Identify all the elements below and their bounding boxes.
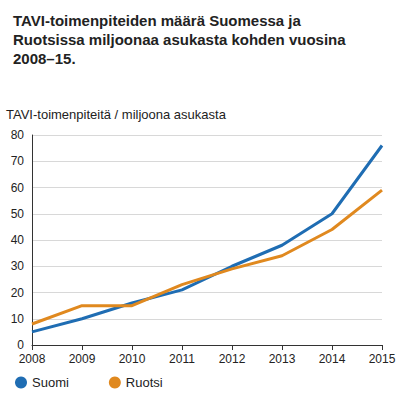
- svg-text:0: 0: [17, 338, 24, 352]
- svg-text:70: 70: [11, 154, 25, 168]
- svg-text:2011: 2011: [169, 352, 195, 366]
- svg-text:TAVI-toimenpiteiden määrä Suom: TAVI-toimenpiteiden määrä Suomessa ja: [13, 12, 305, 29]
- svg-text:10: 10: [11, 312, 25, 326]
- svg-text:60: 60: [11, 181, 25, 195]
- svg-text:30: 30: [11, 259, 25, 273]
- svg-text:2014: 2014: [319, 352, 346, 366]
- svg-text:2013: 2013: [269, 352, 296, 366]
- svg-text:Ruotsissa miljoonaa asukasta k: Ruotsissa miljoonaa asukasta kohden vuos…: [13, 31, 350, 48]
- svg-text:2015: 2015: [369, 352, 396, 366]
- svg-text:20: 20: [11, 286, 25, 300]
- svg-text:40: 40: [11, 233, 25, 247]
- svg-text:50: 50: [11, 207, 25, 221]
- svg-text:80: 80: [11, 128, 25, 142]
- svg-text:2008–15.: 2008–15.: [13, 50, 76, 67]
- svg-text:2009: 2009: [69, 352, 96, 366]
- svg-text:Ruotsi: Ruotsi: [126, 375, 163, 390]
- svg-text:Suomi: Suomi: [32, 375, 69, 390]
- svg-text:2008: 2008: [19, 352, 46, 366]
- svg-text:2012: 2012: [219, 352, 246, 366]
- svg-text:2010: 2010: [119, 352, 146, 366]
- svg-text:TAVI-toimenpiteitä / miljoona: TAVI-toimenpiteitä / miljoona asukasta: [6, 107, 227, 122]
